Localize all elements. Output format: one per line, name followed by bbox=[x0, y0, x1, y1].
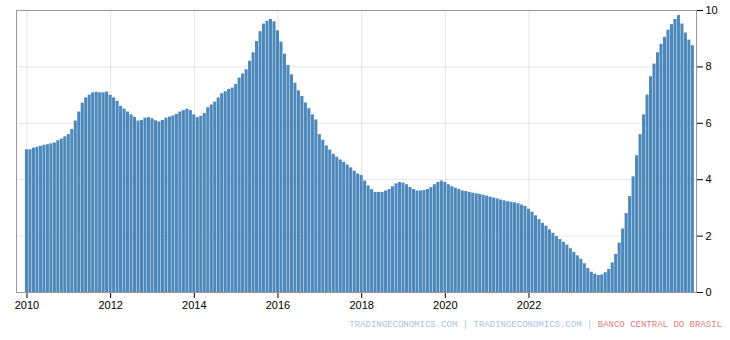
svg-text:2020: 2020 bbox=[433, 299, 457, 311]
svg-text:2012: 2012 bbox=[98, 299, 122, 311]
svg-text:10: 10 bbox=[706, 4, 718, 16]
svg-text:2018: 2018 bbox=[349, 299, 373, 311]
svg-text:2014: 2014 bbox=[182, 299, 206, 311]
svg-text:2: 2 bbox=[706, 230, 712, 242]
svg-text:2022: 2022 bbox=[517, 299, 541, 311]
svg-text:0: 0 bbox=[706, 286, 712, 298]
svg-text:6: 6 bbox=[706, 117, 712, 129]
svg-text:2010: 2010 bbox=[15, 299, 39, 311]
html-text:TRADINGECONOMICS.COM | TRADING: TRADINGECONOMICS.COM | TRADINGECONOMICS.… bbox=[349, 320, 722, 330]
svg-text:2016: 2016 bbox=[266, 299, 290, 311]
svg-text:8: 8 bbox=[706, 60, 712, 72]
svg-text:4: 4 bbox=[706, 173, 712, 185]
